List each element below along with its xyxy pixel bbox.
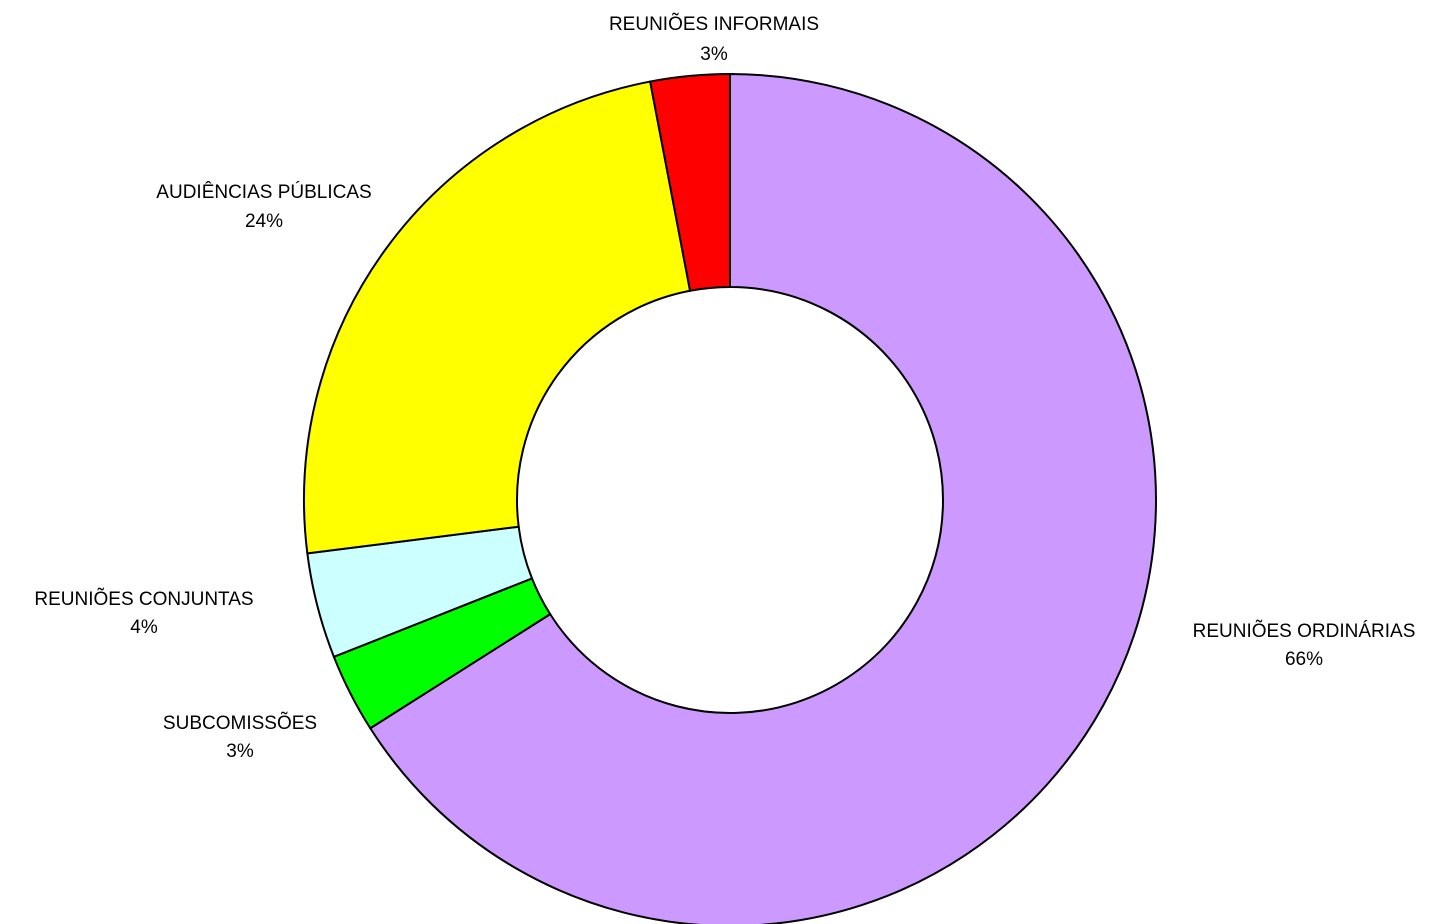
slice-label: AUDIÊNCIAS PÚBLICAS — [156, 181, 371, 203]
slice-value-label: 24% — [245, 211, 283, 232]
donut-slice — [368, 72, 1157, 924]
donut-slice — [303, 80, 692, 555]
slice-label: REUNIÕES ORDINÁRIAS — [1193, 620, 1416, 642]
slice-label: SUBCOMISSÕES — [163, 712, 317, 734]
slice-value-label: 3% — [226, 741, 254, 762]
slice-label: REUNIÕES CONJUNTAS — [34, 588, 253, 610]
slice-value-label: 4% — [130, 617, 158, 638]
donut-slice — [649, 72, 731, 292]
slice-label: REUNIÕES INFORMAIS — [609, 13, 819, 35]
slice-value-label: 66% — [1285, 649, 1323, 670]
slice-value-label: 3% — [700, 44, 728, 65]
